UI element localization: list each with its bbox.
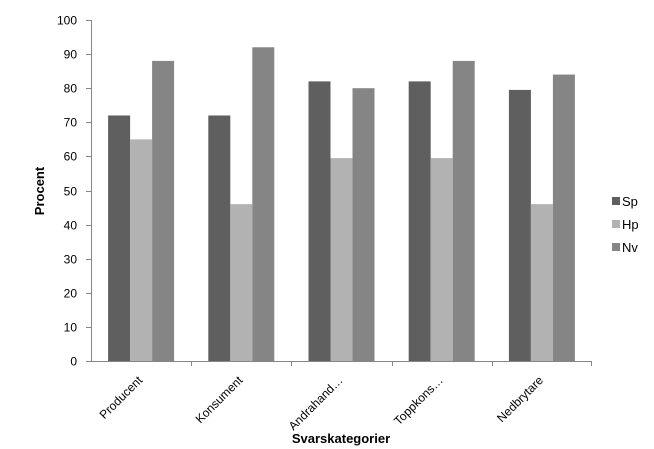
bar-sp bbox=[208, 115, 231, 361]
bar-sp bbox=[308, 81, 331, 361]
y-axis-ticks: 0 10 20 30 40 50 60 70 80 90 100 bbox=[57, 14, 91, 369]
bar-hp bbox=[230, 204, 253, 361]
x-tick-label: Nedbrytare bbox=[494, 373, 546, 425]
y-tick-label: 20 bbox=[64, 287, 78, 301]
x-axis-title: Svarskategorier bbox=[292, 431, 390, 446]
y-tick-label: 90 bbox=[64, 48, 78, 62]
bar-nv bbox=[252, 47, 275, 361]
legend-label-nv: Nv bbox=[622, 240, 638, 255]
bar-hp bbox=[330, 158, 353, 361]
bar-nv bbox=[452, 60, 475, 362]
legend-swatch-sp bbox=[612, 197, 620, 205]
bars bbox=[108, 47, 575, 362]
x-tick-label: Andrahand… bbox=[286, 373, 346, 433]
y-tick-label: 60 bbox=[64, 150, 78, 164]
legend-label-sp: Sp bbox=[622, 194, 638, 209]
bar-nv bbox=[352, 88, 375, 361]
x-tick-label: Toppkons… bbox=[391, 373, 446, 428]
y-axis-title: Procent bbox=[32, 166, 47, 215]
bar-nv bbox=[552, 74, 575, 361]
y-tick-label: 30 bbox=[64, 253, 78, 267]
y-tick-label: 80 bbox=[64, 82, 78, 96]
legend-swatch-nv bbox=[612, 243, 620, 251]
y-tick-label: 40 bbox=[64, 219, 78, 233]
bar-hp bbox=[530, 204, 553, 361]
bar-hp bbox=[130, 139, 153, 361]
y-tick-label: 0 bbox=[70, 355, 77, 369]
bar-hp bbox=[430, 158, 453, 361]
legend-swatch-hp bbox=[612, 220, 620, 228]
y-tick-label: 50 bbox=[64, 185, 78, 199]
x-tick-label: Konsument bbox=[193, 373, 246, 426]
bar-nv bbox=[152, 60, 175, 362]
y-tick-label: 10 bbox=[64, 321, 78, 335]
bar-sp bbox=[108, 115, 131, 361]
bar-sp bbox=[408, 81, 431, 361]
y-tick-label: 100 bbox=[57, 14, 77, 28]
x-axis-ticks: Producent Konsument Andrahand… Toppkons… Ned… bbox=[97, 361, 592, 433]
legend-label-hp: Hp bbox=[622, 217, 639, 232]
bar-sp bbox=[508, 89, 531, 361]
legend: Sp Hp Nv bbox=[612, 194, 639, 255]
y-tick-label: 70 bbox=[64, 116, 78, 130]
x-tick-label: Producent bbox=[97, 373, 146, 422]
